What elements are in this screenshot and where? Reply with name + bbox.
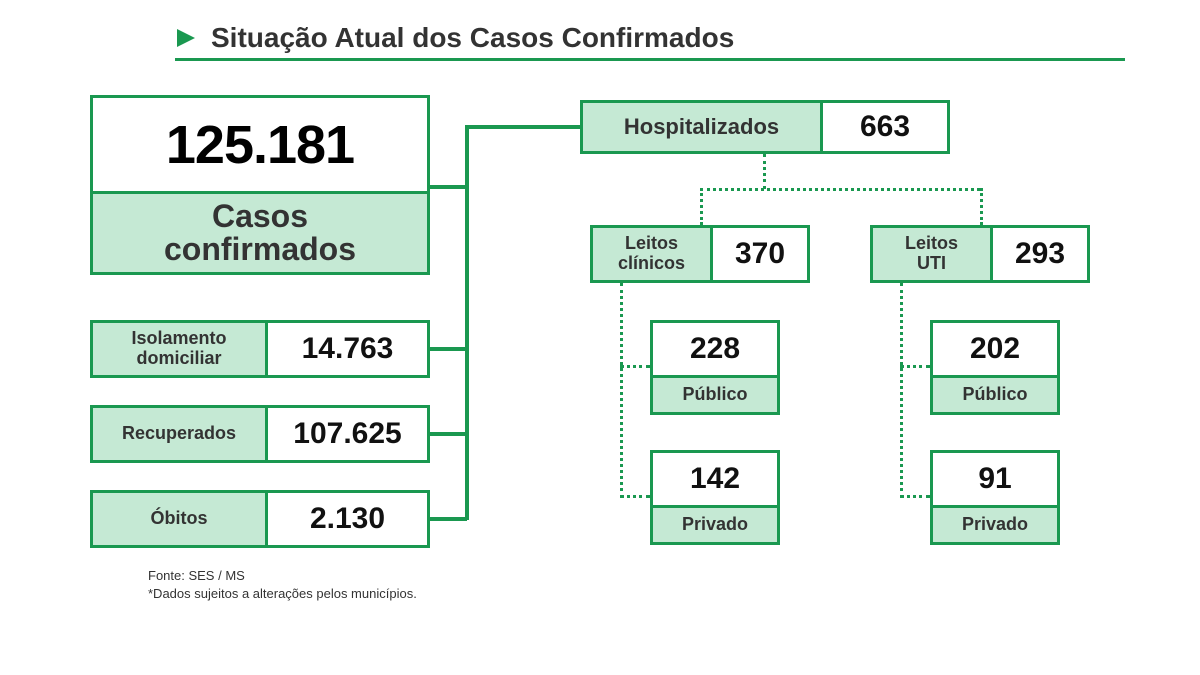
footnote-disclaimer: *Dados sujeitos a alterações pelos munic…	[148, 586, 417, 601]
obitos-box: Óbitos 2.130	[90, 490, 430, 548]
leitos-clinicos-publico-label: Público	[653, 375, 777, 412]
connector-dotted	[900, 283, 903, 498]
connector-dotted	[620, 365, 650, 368]
connector-dotted	[763, 154, 766, 189]
leitos-clinicos-privado-value: 142	[653, 453, 777, 505]
title-underline	[175, 58, 1125, 61]
confirmed-cases-box: 125.181 Casosconfirmados	[90, 95, 430, 275]
connector-dotted	[700, 188, 980, 191]
hospitalizados-value: 663	[823, 103, 947, 151]
connector	[430, 432, 467, 436]
isolamento-label: Isolamentodomiciliar	[93, 323, 268, 375]
leitos-clinicos-label: Leitosclínicos	[593, 228, 713, 280]
isolamento-value: 14.763	[268, 323, 427, 375]
leitos-clinicos-publico-box: 228 Público	[650, 320, 780, 415]
connector	[430, 347, 467, 351]
leitos-uti-box: LeitosUTI 293	[870, 225, 1090, 283]
hospitalizados-box: Hospitalizados 663	[580, 100, 950, 154]
leitos-clinicos-privado-box: 142 Privado	[650, 450, 780, 545]
footnote-source: Fonte: SES / MS	[148, 568, 245, 583]
leitos-clinicos-publico-value: 228	[653, 323, 777, 375]
leitos-uti-label: LeitosUTI	[873, 228, 993, 280]
confirmed-cases-value: 125.181	[93, 98, 427, 191]
connector	[430, 185, 467, 189]
obitos-label: Óbitos	[93, 493, 268, 545]
connector-dotted	[900, 495, 930, 498]
connector-dotted	[620, 283, 623, 498]
header: Situação Atual dos Casos Confirmados	[175, 22, 734, 54]
confirmed-cases-label: Casosconfirmados	[93, 191, 427, 272]
leitos-uti-privado-box: 91 Privado	[930, 450, 1060, 545]
triangle-icon	[175, 27, 197, 49]
connector-dotted	[700, 188, 703, 225]
page-title: Situação Atual dos Casos Confirmados	[211, 22, 734, 54]
recuperados-value: 107.625	[268, 408, 427, 460]
leitos-clinicos-value: 370	[713, 228, 807, 280]
obitos-value: 2.130	[268, 493, 427, 545]
recuperados-label: Recuperados	[93, 408, 268, 460]
connector	[465, 125, 582, 129]
recuperados-box: Recuperados 107.625	[90, 405, 430, 463]
connector	[430, 517, 467, 521]
connector-dotted	[620, 495, 650, 498]
leitos-uti-value: 293	[993, 228, 1087, 280]
leitos-uti-publico-label: Público	[933, 375, 1057, 412]
leitos-clinicos-box: Leitosclínicos 370	[590, 225, 810, 283]
connector-dotted	[900, 365, 930, 368]
isolamento-box: Isolamentodomiciliar 14.763	[90, 320, 430, 378]
connector-dotted	[980, 188, 983, 225]
leitos-uti-publico-box: 202 Público	[930, 320, 1060, 415]
leitos-uti-publico-value: 202	[933, 323, 1057, 375]
hospitalizados-label: Hospitalizados	[583, 103, 823, 151]
leitos-uti-privado-value: 91	[933, 453, 1057, 505]
leitos-clinicos-privado-label: Privado	[653, 505, 777, 542]
leitos-uti-privado-label: Privado	[933, 505, 1057, 542]
